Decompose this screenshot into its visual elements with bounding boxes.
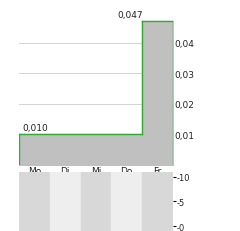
Bar (111, 172, 142, 231)
Bar (142, 172, 173, 231)
Bar (50, 172, 81, 231)
Bar (81, 172, 111, 231)
Text: 0,010: 0,010 (22, 124, 48, 133)
Bar (19, 172, 50, 231)
Text: 0,047: 0,047 (117, 11, 143, 20)
